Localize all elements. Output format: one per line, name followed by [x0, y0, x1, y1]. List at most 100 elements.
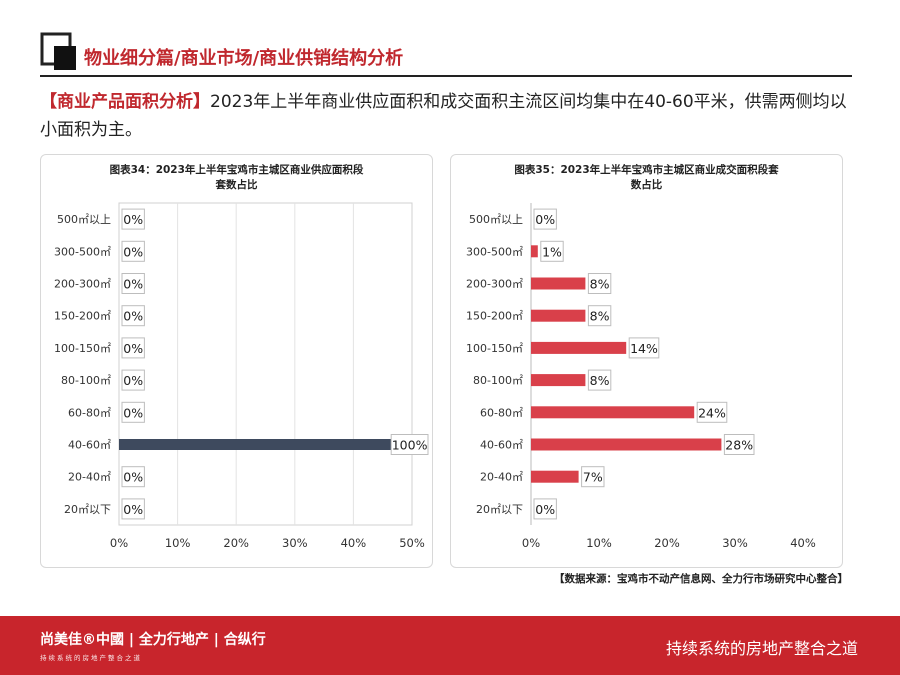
data-label-box [696, 401, 728, 423]
deal-chart-panel: 图表35：2023年上半年宝鸡市主城区商业成交面积段套 数占比 0% 10% 20% 30… [450, 154, 843, 568]
intro-paragraph: 【商业产品面积分析】2023年上半年商业供应面积和成交面积主流区间均集中在40-… [40, 88, 860, 144]
data-label: 8% [590, 277, 610, 292]
data-label: 0% [123, 309, 143, 324]
section-logo-icon [40, 32, 76, 70]
supply-chart-panel: 图表34：2023年上半年宝鸡市主城区商业供应面积段 套数占比 0% 10% 20% 30… [40, 154, 433, 568]
data-label: 0% [123, 277, 143, 292]
category-label: 150-200㎡ [466, 310, 523, 323]
category-label: 300-500㎡ [54, 245, 111, 258]
data-label: 0% [535, 212, 555, 227]
x-tick-label: 10% [165, 536, 191, 550]
data-label-box [581, 466, 605, 488]
data-label-box [121, 305, 145, 327]
category-label: 500㎡以上 [469, 213, 523, 226]
data-label-box [533, 498, 557, 520]
x-tick-label: 50% [399, 536, 425, 550]
footer-bar: 尚美佳®中國 | 全力行地产 | 合纵行 持续系统的房地产整合之道 持续系统的房… [0, 616, 900, 675]
category-label: 20-40㎡ [480, 471, 523, 484]
bar [531, 245, 538, 258]
data-label-box [121, 466, 145, 488]
category-label: 80-100㎡ [473, 374, 523, 387]
x-tick-label: 10% [586, 536, 612, 550]
bar [531, 309, 586, 322]
category-label: 60-80㎡ [68, 406, 111, 419]
bar [531, 438, 722, 451]
data-label: 8% [590, 373, 610, 388]
data-label-box [121, 337, 145, 359]
data-label: 0% [123, 502, 143, 517]
title-divider [40, 75, 852, 77]
data-label: 28% [725, 438, 753, 453]
footer-brand-sub: 持续系统的房地产整合之道 [40, 654, 142, 662]
category-label: 200-300㎡ [54, 278, 111, 291]
data-label-box [533, 208, 557, 230]
category-label: 150-200㎡ [54, 310, 111, 323]
chart-title-line: 套数占比 [215, 178, 258, 191]
category-label: 20㎡以下 [64, 503, 111, 516]
category-label: 20-40㎡ [68, 471, 111, 484]
x-tick-label: 0% [522, 536, 540, 550]
data-label-box [121, 498, 145, 520]
data-label: 14% [630, 341, 658, 356]
data-label: 0% [123, 244, 143, 259]
data-label: 24% [698, 405, 726, 420]
data-label-box [587, 305, 612, 327]
data-label: 0% [123, 212, 143, 227]
data-label: 1% [542, 244, 562, 259]
bar [531, 341, 627, 354]
data-label: 0% [123, 341, 143, 356]
footer-brand: 尚美佳®中國 | 全力行地产 | 合纵行 [40, 632, 266, 648]
category-label: 20㎡以下 [476, 503, 523, 516]
category-label: 40-60㎡ [68, 439, 111, 452]
data-label-box [723, 434, 755, 455]
x-tick-label: 20% [223, 536, 249, 550]
x-tick-label: 20% [654, 536, 680, 550]
data-label: 0% [123, 373, 143, 388]
data-label: 0% [123, 470, 143, 485]
data-label-box [628, 337, 660, 359]
data-label-box [121, 240, 145, 262]
footer-slogan: 持续系统的房地产整合之道 [665, 639, 858, 658]
data-label-box [121, 208, 145, 230]
x-tick-label: 30% [722, 536, 748, 550]
category-label: 80-100㎡ [61, 374, 111, 387]
bar [119, 439, 412, 450]
data-label: 7% [583, 470, 603, 485]
x-tick-label: 0% [110, 536, 128, 550]
bar [531, 470, 579, 483]
data-label-box [540, 240, 564, 262]
data-label: 8% [590, 309, 610, 324]
data-label-box [390, 434, 429, 455]
intro-tag: 【商业产品面积分析】 [40, 92, 210, 112]
bar [531, 374, 586, 387]
source-note: 【数据来源：宝鸡市不动产信息网、全力行市场研究中心整合】 [554, 573, 848, 585]
plot-area-border [118, 202, 413, 526]
category-label: 100-150㎡ [54, 342, 111, 355]
chart-title-line: 图表35：2023年上半年宝鸡市主城区商业成交面积段套 [514, 163, 779, 176]
category-label: 500㎡以上 [57, 213, 111, 226]
bar [531, 406, 695, 419]
data-label: 0% [535, 502, 555, 517]
data-label: 100% [392, 438, 428, 453]
category-label: 40-60㎡ [480, 439, 523, 452]
data-label-box [121, 401, 145, 423]
data-label-box [587, 369, 612, 391]
category-label: 100-150㎡ [466, 342, 523, 355]
x-tick-label: 40% [341, 536, 367, 550]
category-label: 300-500㎡ [466, 245, 523, 258]
intro-text: 2023年上半年商业供应面积和成交面积主流区间均集中在40-60平米，供需两侧均… [40, 92, 847, 140]
section-title: 物业细分篇/商业市场/商业供销结构分析 [84, 48, 404, 69]
bar [531, 277, 586, 290]
x-tick-label: 30% [282, 536, 308, 550]
category-label: 200-300㎡ [466, 278, 523, 291]
data-label-box [121, 369, 145, 391]
category-label: 60-80㎡ [480, 406, 523, 419]
data-label-box [121, 273, 145, 294]
data-label-box [587, 273, 612, 294]
x-tick-label: 40% [790, 536, 816, 550]
chart-title-line: 图表34：2023年上半年宝鸡市主城区商业供应面积段 [110, 163, 364, 176]
chart-title-line: 数占比 [630, 178, 663, 191]
data-label: 0% [123, 405, 143, 420]
